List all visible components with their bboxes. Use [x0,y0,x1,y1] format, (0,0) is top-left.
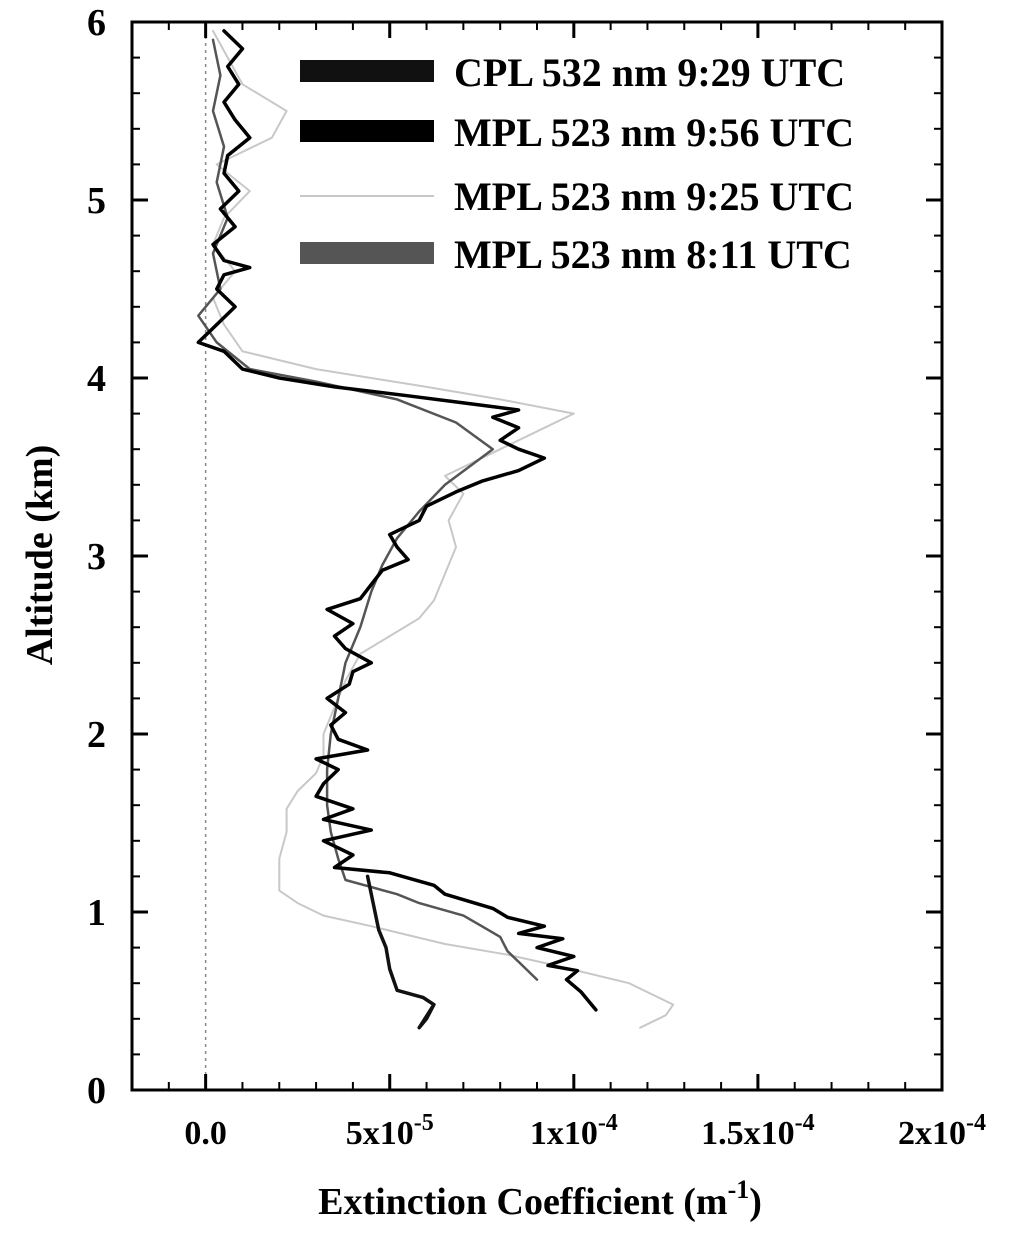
tick-layer: 0 1 2 3 4 5 6 0.0 5x10-5 1x10-4 1.5x10-4 2x10-4 [87,2,986,1152]
x-tick-label: 5x10-5 [346,1110,434,1152]
x-tick-label: 0.0 [184,1115,227,1152]
legend-swatch-2 [300,120,434,142]
legend-label-1: CPL 532 nm 9:29 UTC [454,50,845,95]
y-tick-label: 1 [87,892,106,934]
y-axis-title: Altitude (km) [19,445,61,666]
legend-swatch-4 [300,242,434,264]
x-tick-label: 1x10-4 [530,1110,618,1152]
x-axis-title: Extinction Coefficient (m-1) [318,1175,762,1223]
x-tick-label: 2x10-4 [898,1110,986,1152]
legend: CPL 532 nm 9:29 UTC MPL 523 nm 9:56 UTC MP… [300,50,854,277]
series-line-1 [365,874,436,1030]
legend-label-2: MPL 523 nm 9:56 UTC [454,110,854,155]
x-tick-label: 1.5x10-4 [701,1110,815,1152]
series-line-2 [196,29,598,1012]
y-tick-label: 0 [87,1070,106,1112]
y-tick-label: 2 [87,714,106,756]
legend-label-3: MPL 523 nm 9:25 UTC [454,174,854,219]
legend-label-4: MPL 523 nm 8:11 UTC [454,232,852,277]
y-tick-label: 4 [87,358,106,400]
series-layer [196,29,675,1030]
y-tick-label: 5 [87,180,106,222]
legend-swatch-1 [300,60,434,82]
y-tick-label: 6 [87,2,106,44]
y-tick-label: 3 [87,536,106,578]
